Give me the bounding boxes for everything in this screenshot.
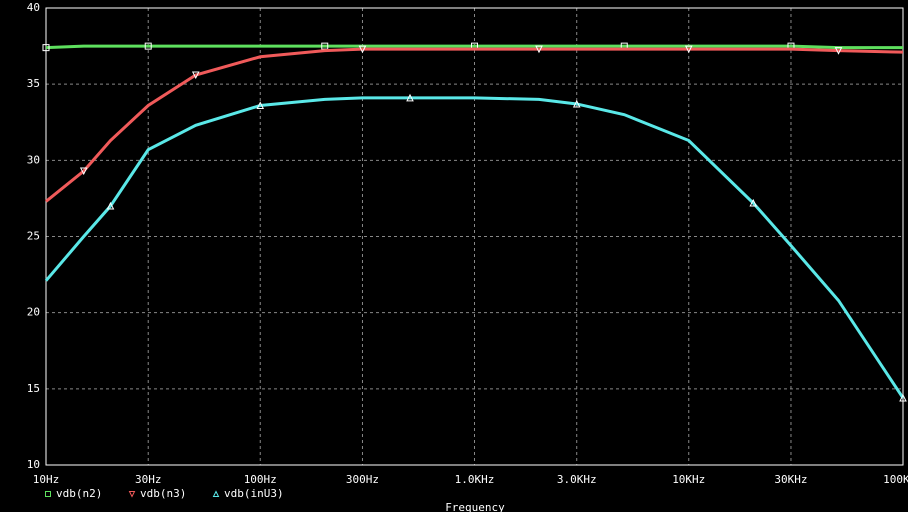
series-line: [44, 96, 905, 399]
x-tick-label: 3.0KHz: [557, 473, 597, 486]
y-tick-label: 15: [27, 382, 40, 395]
data-point: [144, 42, 152, 50]
x-tick-label: 100KHz: [883, 473, 908, 486]
x-tick-label: 10Hz: [33, 473, 60, 486]
data-point: [42, 44, 50, 52]
x-tick-label: 30KHz: [774, 473, 807, 486]
legend-marker: [128, 491, 136, 498]
plot-frame: [45, 7, 904, 466]
data-point: [749, 198, 758, 207]
legend-marker: [212, 490, 220, 497]
y-tick-label: 10: [27, 458, 40, 471]
data-point: [106, 201, 115, 210]
legend-marker: [45, 491, 51, 497]
data-point: [79, 167, 88, 176]
legend-label: vdb(n2): [56, 487, 102, 500]
data-point: [899, 393, 907, 402]
x-axis-label: Frequency: [445, 501, 505, 512]
x-tick-label: 300Hz: [346, 473, 379, 486]
data-point: [406, 93, 414, 102]
series-line: [45, 47, 904, 203]
y-tick-label: 20: [27, 306, 40, 319]
y-tick-label: 35: [27, 77, 40, 90]
data-point: [684, 45, 693, 54]
data-point: [572, 99, 581, 108]
data-point: [358, 45, 367, 54]
data-point: [256, 101, 265, 109]
data-point: [535, 45, 543, 54]
data-point: [191, 71, 200, 80]
legend-label: vdb(inU3): [224, 487, 284, 500]
y-tick-label: 30: [27, 153, 40, 166]
x-tick-label: 30Hz: [135, 473, 162, 486]
x-tick-label: 1.0KHz: [455, 473, 495, 486]
y-tick-label: 40: [27, 1, 40, 14]
y-tick-label: 25: [27, 230, 40, 243]
series-line: [45, 44, 903, 50]
data-point: [834, 47, 843, 55]
x-tick-label: 10KHz: [672, 473, 705, 486]
x-tick-label: 100Hz: [244, 473, 277, 486]
legend-label: vdb(n3): [140, 487, 186, 500]
